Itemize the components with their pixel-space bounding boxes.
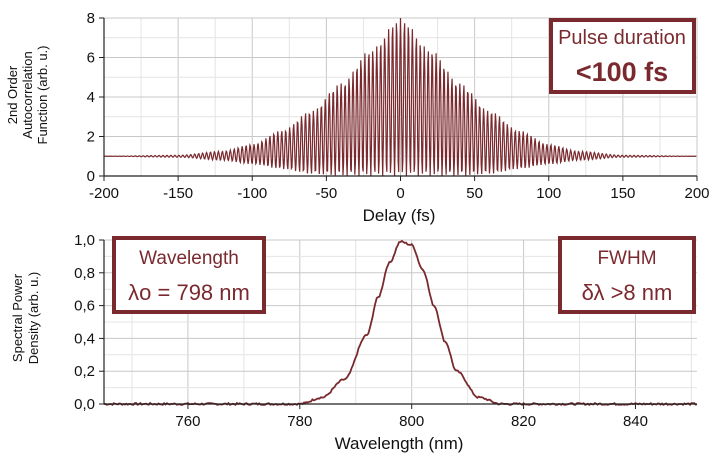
autocorrelation-chart: -200 -150 -100 -50 0 50 100 150 200 0 2 4 6 8 Delay (… — [5, 10, 710, 225]
autocorrelation-line — [104, 17, 697, 177]
top-x-tick-label: 150 — [610, 185, 635, 202]
pulse-duration-value: <100 fs — [576, 57, 668, 87]
top-y-tick-label: 4 — [87, 89, 95, 106]
top-tick-labels: -200 -150 -100 -50 0 50 100 150 200 0 2 4 6 8 — [87, 10, 710, 202]
top-x-axis-label: Delay (fs) — [363, 206, 436, 225]
bottom-y-tick-label: 0,6 — [74, 298, 95, 315]
fwhm-value: δλ >8 nm — [582, 280, 673, 305]
fwhm-box: FWHM δλ >8 nm — [558, 236, 696, 314]
bottom-y-axis-label-line-1: Spectral Power — [10, 273, 25, 362]
spectrum-chart: 760 780 800 820 840 0,0 0,2 0,4 0,6 0,8 1,0 Wavele… — [10, 232, 698, 453]
bottom-x-tick-label: 780 — [287, 413, 312, 430]
wavelength-label: Wavelength — [139, 248, 239, 269]
bottom-x-tick-label: 800 — [399, 413, 424, 430]
bottom-y-axis-label-line-2: Density (arb. u.) — [26, 272, 41, 364]
pulse-duration-box: Pulse duration <100 fs — [549, 18, 696, 94]
bottom-x-axis-label: Wavelength (nm) — [335, 434, 464, 453]
top-y-axis-label-line-2: Autocorrelation — [20, 51, 35, 138]
fwhm-label: FWHM — [597, 248, 656, 269]
autocorrelation-trace — [104, 17, 697, 177]
top-y-axis-label-line-1: 2nd Order — [5, 65, 20, 124]
wavelength-box: Wavelength λo = 798 nm — [112, 236, 266, 314]
top-x-tick-label: -100 — [237, 185, 267, 202]
top-x-tick-label: 100 — [536, 185, 561, 202]
bottom-y-tick-label: 0,0 — [74, 396, 95, 413]
wavelength-value: λo = 798 nm — [128, 280, 250, 305]
top-y-tick-label: 0 — [87, 168, 95, 185]
bottom-y-tick-label: 0,2 — [74, 363, 95, 380]
bottom-axes — [99, 239, 697, 409]
bottom-x-tick-label: 760 — [175, 413, 200, 430]
top-x-tick-label: 0 — [396, 185, 404, 202]
top-axes — [99, 17, 698, 181]
bottom-y-tick-label: 0,4 — [74, 330, 95, 347]
top-y-axis-label-line-3: Function (arb. u.) — [35, 46, 50, 145]
bottom-x-tick-label: 820 — [511, 413, 536, 430]
top-x-tick-label: -150 — [163, 185, 193, 202]
top-x-tick-label: -50 — [316, 185, 338, 202]
bottom-tick-labels: 760 780 800 820 840 0,0 0,2 0,4 0,6 0,8 1,0 — [74, 232, 648, 430]
top-y-tick-label: 8 — [87, 10, 95, 27]
pulse-duration-label: Pulse duration — [558, 27, 686, 49]
top-x-tick-label: 200 — [684, 185, 709, 202]
top-x-tick-label: -200 — [89, 185, 119, 202]
bottom-y-tick-label: 1,0 — [74, 232, 95, 249]
top-y-tick-label: 2 — [87, 129, 95, 146]
bottom-y-tick-label: 0,8 — [74, 265, 95, 282]
top-y-tick-label: 6 — [87, 50, 95, 67]
bottom-x-tick-label: 840 — [623, 413, 648, 430]
top-x-tick-label: 50 — [466, 185, 483, 202]
